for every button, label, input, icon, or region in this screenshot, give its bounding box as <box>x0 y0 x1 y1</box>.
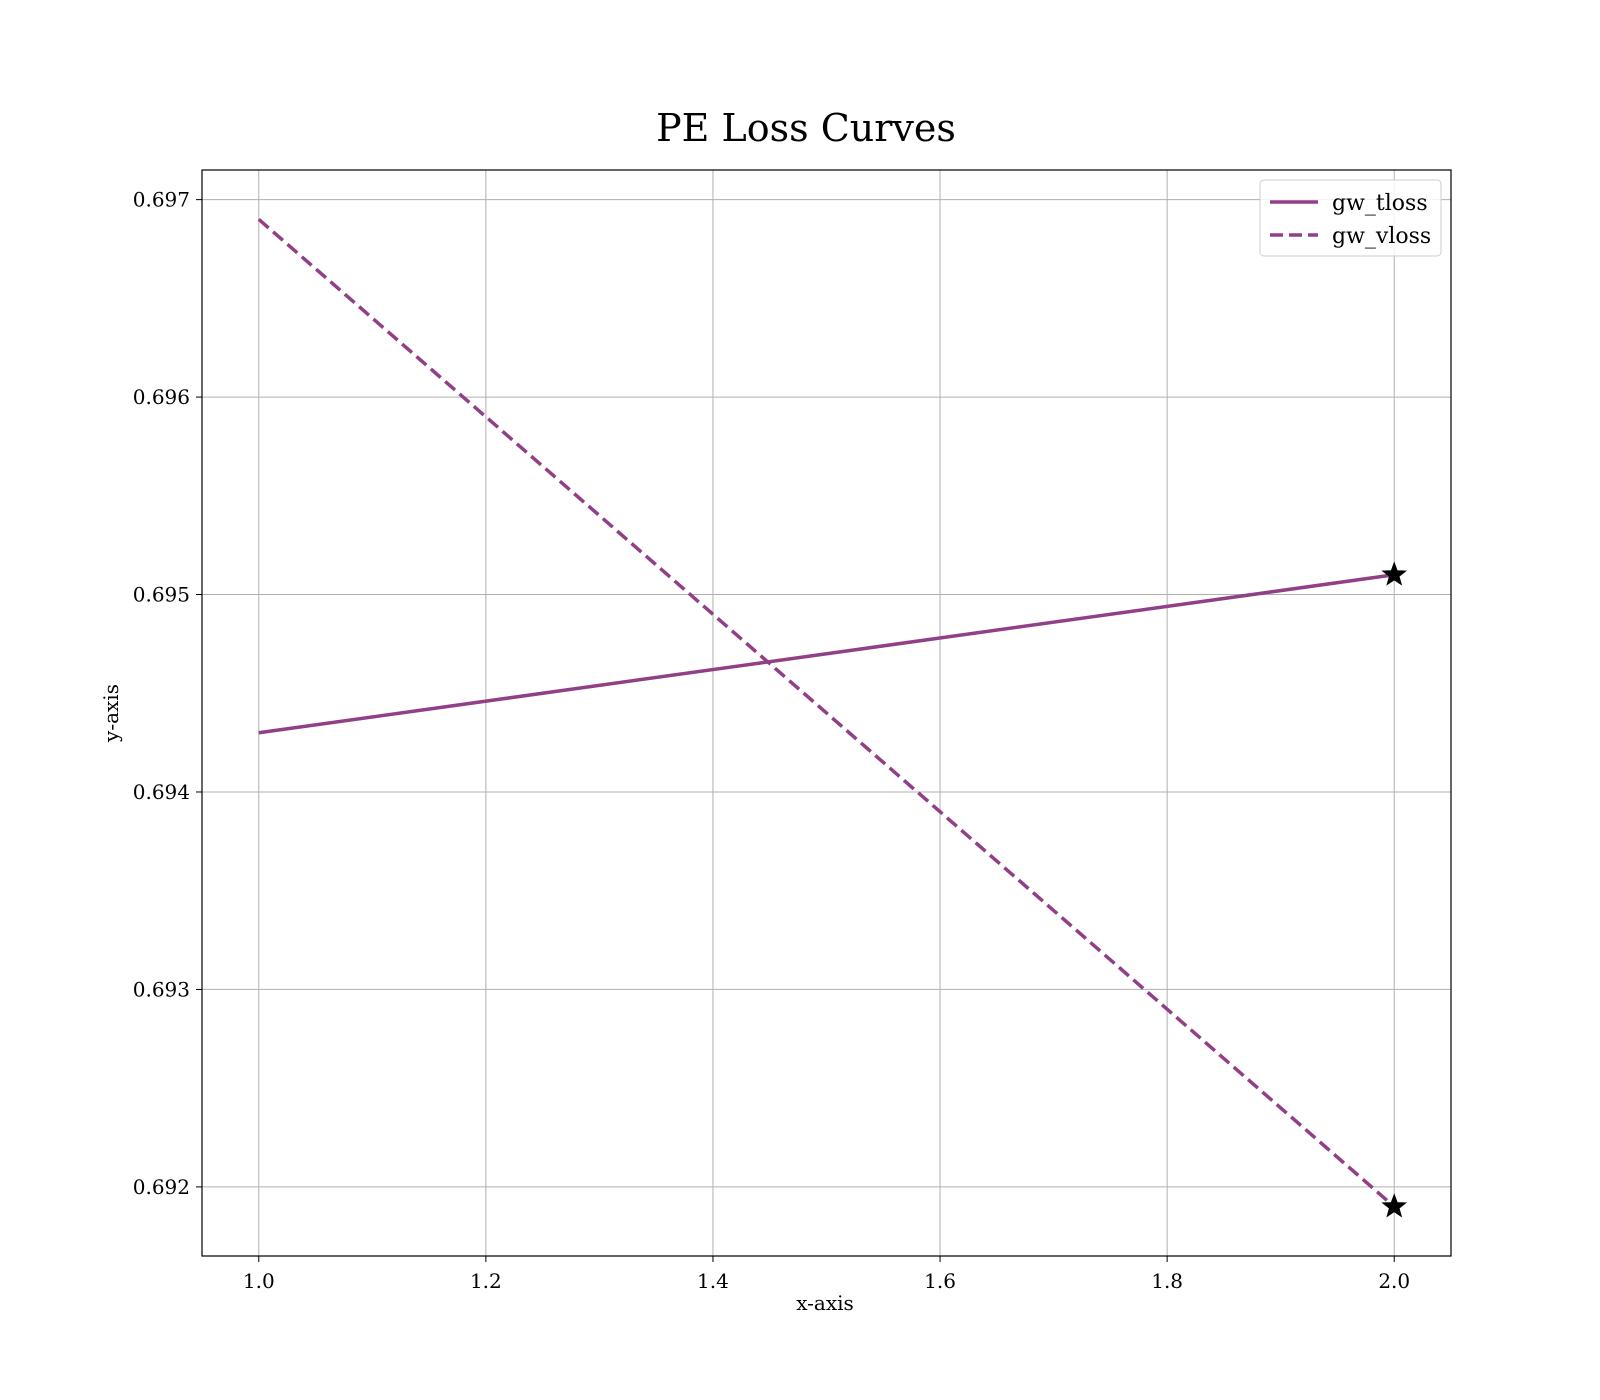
x-tick-label: 1.6 <box>924 1269 956 1293</box>
x-tick-label: 1.2 <box>470 1269 502 1293</box>
y-tick-label: 0.693 <box>133 977 190 1001</box>
y-tick-label: 0.695 <box>133 583 190 607</box>
chart-title: PE Loss Curves <box>656 106 956 150</box>
series-line-gw_tloss <box>258 573 1395 735</box>
x-axis-ticks: 1.0 1.2 1.4 1.6 1.8 2.0 <box>243 1256 1410 1293</box>
x-tick-label: 2.0 <box>1378 1269 1410 1293</box>
x-tick-label: 1.4 <box>697 1269 729 1293</box>
end-marker-gw_tloss <box>1381 561 1408 586</box>
end-markers <box>1381 561 1408 1218</box>
y-tick-label: 0.697 <box>133 188 190 212</box>
y-tick-label: 0.696 <box>133 385 190 409</box>
x-axis-label: x-axis <box>796 1291 854 1315</box>
y-axis-ticks: 0.692 0.693 0.694 0.695 0.696 0.697 <box>133 188 202 1199</box>
y-tick-label: 0.692 <box>133 1175 190 1199</box>
x-tick-label: 1.8 <box>1151 1269 1183 1293</box>
y-tick-label: 0.694 <box>133 780 190 804</box>
legend-box <box>1259 179 1442 257</box>
end-marker-gw_vloss <box>1381 1193 1408 1218</box>
x-tick-label: 1.0 <box>243 1269 275 1293</box>
legend: gw_tloss gw_vloss <box>1259 179 1442 257</box>
plot-frame <box>201 169 1452 1257</box>
series-line-gw_vloss <box>257 218 1396 1208</box>
series-lines <box>257 218 1396 1208</box>
y-axis-label: y-axis <box>99 684 123 743</box>
legend-label-gw_vloss: gw_vloss <box>1332 224 1431 249</box>
legend-label-gw_tloss: gw_tloss <box>1332 191 1428 216</box>
